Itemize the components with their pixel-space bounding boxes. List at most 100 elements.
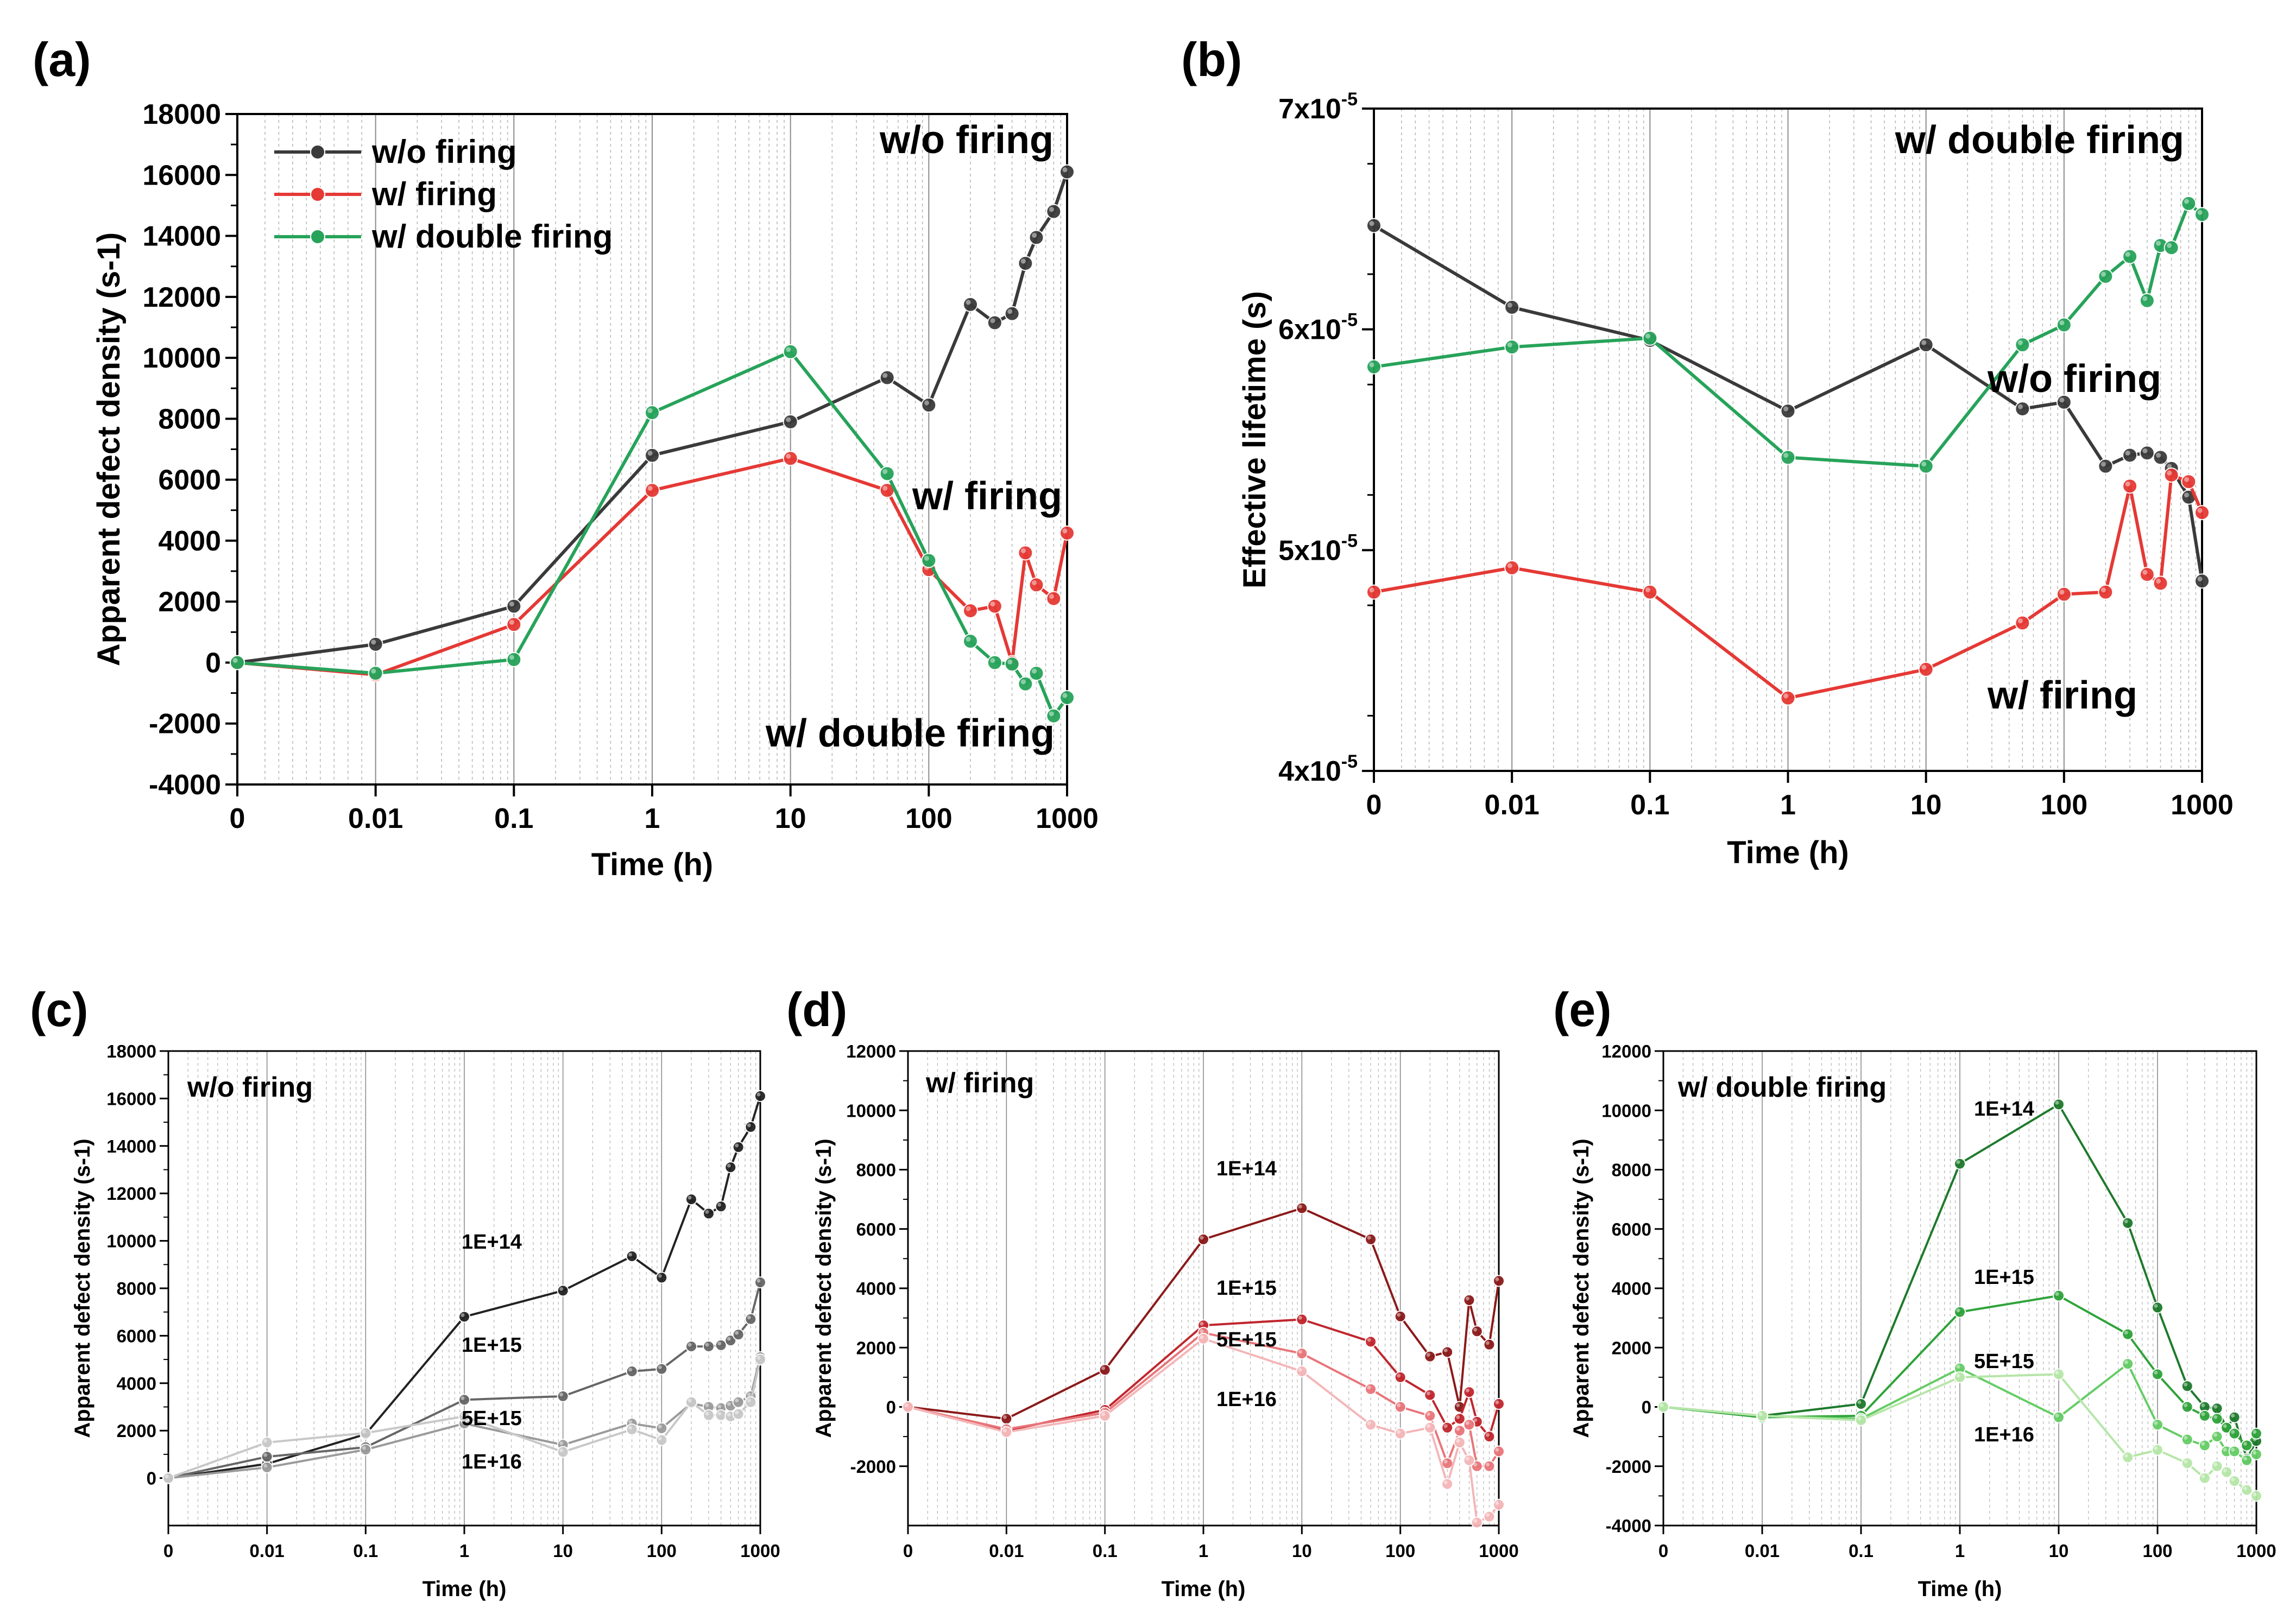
data-point-highlight [2184, 492, 2190, 498]
data-point [1642, 584, 1658, 600]
y-tick-label: -2000 [850, 1457, 896, 1477]
y-tick-label: -4000 [1606, 1516, 1651, 1536]
data-point [261, 1451, 273, 1463]
y-tick-label: 6x10-5 [1278, 310, 1358, 346]
data-point [645, 483, 660, 498]
data-point [2228, 1445, 2241, 1458]
series-1e-15 [1657, 1289, 2262, 1452]
data-point [2221, 1466, 2233, 1478]
y-axis-label: Effective lifetime (s) [1237, 291, 1272, 588]
data-point-highlight [756, 1092, 761, 1097]
data-point [2152, 1368, 2163, 1381]
data-point-highlight [628, 1426, 633, 1430]
data-point [1441, 1421, 1454, 1434]
data-point-highlight [2124, 1453, 2128, 1458]
data-point [1059, 164, 1075, 180]
y-tick-base: 7x10 [1278, 93, 1341, 125]
data-point-highlight [2059, 320, 2065, 326]
data-point-highlight [717, 1412, 722, 1416]
x-tick-label: 0.01 [250, 1541, 285, 1561]
data-point-highlight [2201, 1412, 2205, 1416]
y-tick-label: 12000 [142, 282, 221, 313]
annotation: w/o firing [879, 118, 1054, 162]
data-point [368, 636, 383, 652]
data-point-highlight [2124, 1331, 2128, 1335]
data-point [1394, 1310, 1406, 1322]
panel-c: (c)0 0.01 0.1 1 10 100 10000200040006000800010… [30, 983, 780, 1601]
data-point [732, 1141, 745, 1153]
data-point [987, 655, 1002, 670]
y-tick-label: 7x10-5 [1278, 89, 1358, 125]
data-point [1394, 1371, 1406, 1383]
data-point-highlight [461, 1413, 465, 1417]
data-point-highlight [1032, 580, 1037, 585]
data-point [685, 1396, 698, 1408]
data-point [1424, 1350, 1436, 1363]
data-point-highlight [509, 655, 514, 660]
data-point [1029, 666, 1044, 681]
x-tick-label: 1000 [1479, 1541, 1518, 1561]
data-point-highlight [1783, 406, 1789, 412]
annotation: w/ firing [912, 474, 1062, 518]
data-point-highlight [1002, 1415, 1007, 1419]
data-point [359, 1444, 372, 1456]
y-tick-label: -4000 [149, 769, 221, 801]
series-1e-16 [902, 1332, 1505, 1529]
x-tick-label: 1000 [2236, 1541, 2276, 1561]
data-point [2250, 1490, 2262, 1502]
data-point [162, 1472, 174, 1484]
data-point [1000, 1413, 1013, 1425]
y-axis-label: Apparent defect density (s-1) [71, 1138, 94, 1438]
annotation: 1E+15 [1216, 1277, 1277, 1300]
data-point [359, 1427, 372, 1439]
data-point [2198, 1439, 2211, 1452]
data-point-highlight [2055, 1370, 2059, 1375]
data-point [745, 1396, 757, 1408]
data-point-highlight [2055, 1100, 2059, 1105]
data-point [1463, 1419, 1475, 1431]
data-point-highlight [165, 1475, 169, 1479]
data-point [2181, 1433, 2193, 1446]
x-tick-label: 100 [2040, 789, 2087, 821]
data-point [2053, 1368, 2065, 1381]
data-point [2194, 207, 2210, 223]
data-point-highlight [658, 1437, 662, 1441]
x-tick-label: 100 [1385, 1541, 1415, 1561]
data-point-highlight [628, 1420, 633, 1424]
x-tick-label: 1 [1780, 789, 1796, 821]
data-point [1394, 1401, 1406, 1413]
data-point-highlight [747, 1393, 751, 1397]
data-point [2056, 317, 2072, 333]
data-point [2053, 1098, 2065, 1111]
data-point [1463, 1294, 1475, 1306]
y-tick-label: 2000 [158, 586, 221, 618]
data-point-highlight [2184, 1436, 2188, 1440]
data-point [2250, 1427, 2262, 1440]
data-point [2221, 1421, 2233, 1434]
data-point [1018, 256, 1033, 271]
data-point-highlight [1032, 232, 1037, 238]
data-point [1366, 218, 1382, 233]
data-point-highlight [966, 606, 971, 611]
data-point-highlight [1507, 342, 1512, 347]
data-point [506, 617, 522, 632]
annotation: 1E+14 [1216, 1157, 1277, 1180]
data-point [2241, 1454, 2253, 1466]
x-tick-label: 10 [2049, 1541, 2069, 1561]
data-point [2228, 1427, 2241, 1440]
data-point-highlight [924, 555, 929, 561]
data-point-highlight [1426, 1412, 1430, 1416]
x-axis-label: Time (h) [1727, 835, 1849, 870]
data-point-highlight [1485, 1341, 1490, 1345]
data-point [1296, 1347, 1308, 1360]
data-point [1424, 1409, 1436, 1422]
data-point [2181, 1401, 2193, 1413]
data-point-highlight [1298, 1205, 1302, 1209]
data-point-highlight [1456, 1403, 1460, 1407]
x-tick-label: 0.01 [348, 803, 403, 834]
data-point [715, 1339, 727, 1351]
data-point [626, 1365, 638, 1377]
data-point-highlight [1495, 1277, 1499, 1281]
panel-b: (b)0 0.01 0.1 1 10 100 10004x10-55x10-56x10-57… [1181, 33, 2234, 870]
data-point-highlight [1200, 1236, 1204, 1240]
